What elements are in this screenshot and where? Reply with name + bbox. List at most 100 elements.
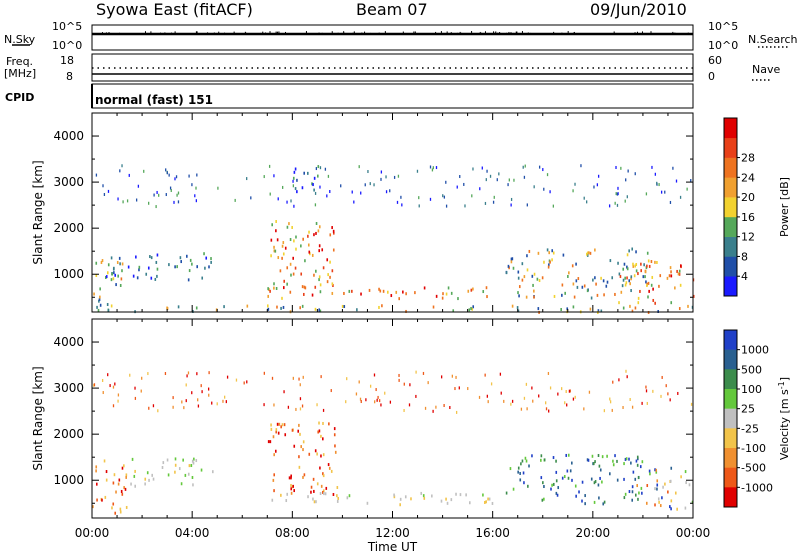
- echo-cell: [282, 286, 285, 290]
- echo-cell: [637, 476, 640, 480]
- echo-cell: [511, 257, 514, 261]
- echo-cell: [450, 291, 453, 295]
- echo-cell: [623, 477, 625, 481]
- nsearch-label: N.Search: [748, 33, 798, 46]
- echo-cell: [581, 499, 583, 503]
- echo-cell: [324, 492, 327, 496]
- echo-cell: [636, 463, 639, 467]
- echo-cell: [496, 178, 498, 182]
- echo-cell: [322, 453, 325, 457]
- echo-cell: [545, 407, 548, 411]
- nsearch-tick-label: 10^0: [708, 39, 738, 52]
- echo-cell: [517, 276, 520, 280]
- echo-cell: [667, 392, 669, 396]
- echo-cell: [314, 191, 317, 195]
- echo-cell: [201, 390, 203, 394]
- echo-cell: [187, 472, 190, 476]
- echo-cell: [649, 472, 651, 476]
- echo-cell: [298, 465, 301, 469]
- echo-cell: [626, 195, 628, 199]
- echo-cell: [283, 279, 286, 283]
- echo-cell: [484, 373, 486, 377]
- echo-cell: [584, 502, 586, 506]
- echo-cell: [294, 167, 297, 171]
- echo-cell: [292, 484, 294, 488]
- echo-cell: [533, 289, 535, 293]
- echo-cell: [121, 262, 124, 266]
- echo-cell: [631, 405, 634, 409]
- colorbar-label: Power [dB]: [778, 177, 791, 237]
- echo-cell: [121, 492, 124, 496]
- echo-cell: [625, 178, 627, 182]
- echo-cell: [134, 386, 136, 390]
- echo-cell: [93, 383, 95, 387]
- echo-cell: [319, 166, 322, 170]
- x-tick-label: 12:00: [375, 526, 410, 540]
- echo-cell: [319, 309, 322, 313]
- echo-cell: [541, 498, 544, 502]
- echo-cell: [302, 448, 304, 452]
- echo-cell: [605, 284, 608, 288]
- echo-cell: [145, 272, 148, 276]
- nsky-label: N.Sky: [4, 33, 36, 46]
- echo-cell: [520, 407, 523, 411]
- echo-cell: [446, 501, 449, 505]
- echo-cell: [275, 229, 277, 233]
- echo-cell: [498, 172, 500, 176]
- echo-cell: [334, 444, 336, 448]
- echo-cell: [575, 494, 577, 498]
- echo-cell: [292, 376, 294, 380]
- echo-cell: [641, 401, 643, 405]
- echo-cell: [572, 189, 574, 193]
- echo-cell: [93, 383, 96, 387]
- echo-cell: [276, 238, 279, 242]
- echo-cell: [324, 167, 327, 171]
- echo-cell: [549, 260, 551, 264]
- echo-cell: [188, 464, 191, 468]
- echo-cell: [295, 235, 297, 239]
- echo-cell: [676, 269, 678, 273]
- echo-cell: [567, 476, 570, 480]
- x-tick-label: 00:00: [75, 526, 110, 540]
- echo-cell: [470, 288, 473, 292]
- echo-cell: [614, 454, 616, 458]
- echo-cell: [107, 189, 110, 193]
- echo-cell: [542, 168, 544, 172]
- echo-cell: [405, 309, 407, 313]
- echo-cell: [442, 292, 444, 296]
- echo-cell: [191, 459, 194, 463]
- echo-cell: [313, 489, 315, 493]
- echo-cell: [648, 264, 651, 268]
- echo-cell: [92, 505, 94, 509]
- echo-cell: [617, 186, 619, 190]
- echo-cell: [348, 494, 351, 498]
- echo-cell: [119, 283, 122, 287]
- echo-cell: [101, 378, 104, 382]
- echo-cell: [628, 490, 631, 494]
- echo-cell: [612, 380, 614, 384]
- echo-cell: [216, 402, 218, 406]
- echo-cell: [119, 169, 121, 173]
- colorbar-tick-label: -25: [741, 422, 759, 435]
- echo-cell: [447, 286, 450, 290]
- echo-cell: [161, 465, 164, 469]
- echo-cell: [517, 270, 520, 274]
- echo-cell: [571, 461, 573, 465]
- colorbar-swatch: [724, 197, 737, 218]
- echo-cell: [317, 229, 320, 233]
- echo-cell: [662, 485, 664, 489]
- echo-cell: [435, 294, 438, 298]
- echo-cell: [552, 456, 555, 460]
- echo-cell: [398, 297, 401, 301]
- echo-cell: [322, 472, 324, 476]
- echo-cell: [166, 458, 169, 462]
- echo-cell: [523, 396, 526, 400]
- echo-cell: [598, 496, 600, 500]
- echo-cell: [415, 394, 417, 398]
- echo-cell: [301, 186, 304, 190]
- echo-cell: [102, 184, 104, 188]
- echo-cell: [569, 389, 571, 393]
- echo-cell: [170, 188, 172, 192]
- echo-cell: [645, 389, 648, 393]
- echo-cell: [318, 275, 321, 279]
